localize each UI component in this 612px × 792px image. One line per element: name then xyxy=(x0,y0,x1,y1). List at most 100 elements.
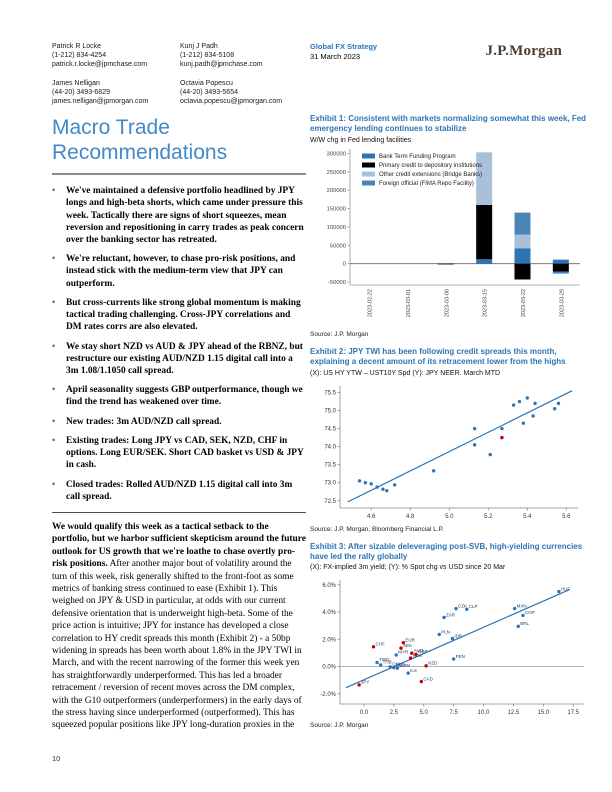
svg-text:CLP: CLP xyxy=(469,604,478,609)
svg-text:ILS: ILS xyxy=(410,668,417,673)
svg-text:5.2: 5.2 xyxy=(484,514,493,520)
svg-text:NZD: NZD xyxy=(428,661,438,666)
bullet-icon: • xyxy=(52,185,56,196)
svg-text:4.8: 4.8 xyxy=(406,514,415,520)
bullet-text: We stay short NZD vs AUD & JPY ahead of … xyxy=(66,341,303,376)
svg-text:12.5: 12.5 xyxy=(508,710,520,716)
bullet-item: • Existing trades: Long JPY vs CAD, SEK, … xyxy=(52,435,306,472)
svg-text:KRW: KRW xyxy=(399,663,410,668)
contact-email: james.nelligan@jpmorgan.com xyxy=(52,98,149,106)
contact-card: Kunj J Padh (1-212) 834-5108 kunj.padh@j… xyxy=(180,42,302,70)
svg-text:250000: 250000 xyxy=(327,170,346,176)
svg-text:TWD: TWD xyxy=(379,658,390,663)
svg-text:BRL: BRL xyxy=(520,621,529,626)
svg-text:PEN: PEN xyxy=(456,654,465,659)
svg-text:5.0: 5.0 xyxy=(445,514,454,520)
svg-text:SEK: SEK xyxy=(403,643,412,648)
bullet-text: We're reluctant, however, to chase pro-r… xyxy=(66,254,296,289)
jpmorgan-logo: J.P.Morgan xyxy=(485,43,562,59)
svg-text:Primary credit to depository i: Primary credit to depository institution… xyxy=(379,163,482,169)
svg-text:CZK: CZK xyxy=(458,604,467,609)
svg-text:100000: 100000 xyxy=(327,225,346,231)
svg-text:73.5: 73.5 xyxy=(324,462,336,468)
publication-date: 31 March 2023 xyxy=(310,52,361,62)
svg-text:73.0: 73.0 xyxy=(324,480,336,486)
svg-text:4.6: 4.6 xyxy=(367,514,376,520)
svg-text:THB: THB xyxy=(383,660,392,665)
svg-text:0.0: 0.0 xyxy=(360,710,369,716)
contact-phone: (44-20) 3493-6829 xyxy=(52,88,110,96)
svg-text:COP: COP xyxy=(525,611,535,616)
svg-text:6.0%: 6.0% xyxy=(322,583,336,589)
bullet-icon: • xyxy=(52,296,56,307)
exhibit-3: Exhibit 3: After sizable deleveraging po… xyxy=(310,541,588,730)
svg-text:MYR: MYR xyxy=(398,650,409,655)
bullet-text: But cross-currents like strong global mo… xyxy=(66,297,301,333)
bullet-icon: • xyxy=(52,478,56,489)
exhibit-1-title: Exhibit 1: Consistent with markets norma… xyxy=(310,114,587,134)
contact-name: Octavia Popescu xyxy=(180,79,233,87)
svg-text:2.0%: 2.0% xyxy=(322,638,336,644)
svg-text:Other credit extensions (Bridg: Other credit extensions (Bridge Banks) xyxy=(379,172,482,178)
bullet-item: • We stay short NZD vs AUD & JPY ahead of… xyxy=(52,341,306,378)
contact-name: Patrick R Locke xyxy=(52,43,102,50)
svg-text:7.5: 7.5 xyxy=(449,710,458,716)
bullet-text: New trades: 3m AUD/NZD call spread. xyxy=(66,416,222,427)
svg-text:74.0: 74.0 xyxy=(324,444,336,450)
divider xyxy=(52,173,306,176)
bullet-icon: • xyxy=(52,434,56,445)
divider xyxy=(52,511,306,513)
svg-text:5.4: 5.4 xyxy=(523,514,532,520)
svg-text:0: 0 xyxy=(343,261,346,267)
svg-text:GBP: GBP xyxy=(418,649,428,654)
svg-text:2023-03-22: 2023-03-22 xyxy=(521,289,527,317)
svg-text:MXN: MXN xyxy=(517,604,527,609)
svg-text:2023-03-08: 2023-03-08 xyxy=(444,289,450,317)
svg-text:HUF: HUF xyxy=(561,587,570,592)
publication-series: Global FX Strategy xyxy=(310,42,378,51)
svg-text:CAD: CAD xyxy=(423,677,433,682)
bullet-icon: • xyxy=(52,415,56,426)
contact-phone: (44-20) 3493-5654 xyxy=(180,88,238,96)
svg-text:PLN: PLN xyxy=(441,630,450,635)
contact-name: Kunj J Padh xyxy=(180,43,218,50)
exhibit-3-subtitle: (X): FX-implied 3m yield; (Y): % Spot ch… xyxy=(310,564,506,572)
publication-meta: Global FX Strategy 31 March 2023 xyxy=(310,42,377,62)
svg-text:2023-03-29: 2023-03-29 xyxy=(559,289,565,317)
contact-phone: (1-212) 834-5108 xyxy=(180,52,235,60)
svg-text:0.0%: 0.0% xyxy=(322,665,336,671)
svg-text:JPY: JPY xyxy=(361,680,369,685)
svg-text:5.0: 5.0 xyxy=(420,710,429,716)
svg-text:SGD: SGD xyxy=(396,663,407,668)
page-title: Macro Trade Recommendations xyxy=(52,116,228,164)
contact-name: James Nelligan xyxy=(52,79,100,87)
contact-email: kunj.padh@jpmchase.com xyxy=(180,61,263,69)
exhibit-3-source: Source: J.P. Morgan xyxy=(310,722,369,730)
svg-text:300000: 300000 xyxy=(327,151,346,157)
page-header: Patrick R Locke (1-212) 834-4254 patrick… xyxy=(52,42,562,112)
svg-text:-50000: -50000 xyxy=(328,280,346,286)
page-number: 10 xyxy=(52,754,61,763)
bullet-icon: • xyxy=(52,384,56,395)
exhibit-3-title: Exhibit 3: After sizable deleveraging po… xyxy=(310,541,583,561)
svg-text:Bank Term Funding Program: Bank Term Funding Program xyxy=(379,154,456,160)
svg-text:4.0%: 4.0% xyxy=(322,610,336,616)
exhibit-2-chart: 72.5 73.0 73.5 74.0 74.5 75.0 75.5 4.6 4.8 5.0 5.2… xyxy=(324,385,578,520)
bullet-icon: • xyxy=(52,253,56,264)
svg-text:150000: 150000 xyxy=(327,206,346,212)
bullet-text: Closed trades: Rolled AUD/NZD 1.15 digit… xyxy=(66,479,293,502)
svg-text:10.0: 10.0 xyxy=(478,710,490,716)
bullet-item: • But cross-currents like strong global m… xyxy=(52,297,306,334)
svg-text:EUR: EUR xyxy=(405,638,415,643)
bullet-item: • We're reluctant, however, to chase pro-… xyxy=(52,253,306,290)
exhibit-2-source: Source: J.P. Morgan, Bloomberg Financial… xyxy=(310,525,444,533)
svg-text:IDR: IDR xyxy=(454,634,463,639)
svg-text:17.5: 17.5 xyxy=(567,710,579,716)
exhibit-2: Exhibit 2: JPY TWI has been following cr… xyxy=(310,347,588,533)
svg-text:200000: 200000 xyxy=(327,188,346,194)
bullet-icon: • xyxy=(52,340,56,351)
svg-text:AUD: AUD xyxy=(414,648,424,653)
svg-text:72.5: 72.5 xyxy=(324,498,336,504)
exhibit-3-chart: -2.0% 0.0% 2.0% 4.0% 6.0% 0.0 2.5 5.0 7.5 10.0 12.… xyxy=(320,580,584,716)
